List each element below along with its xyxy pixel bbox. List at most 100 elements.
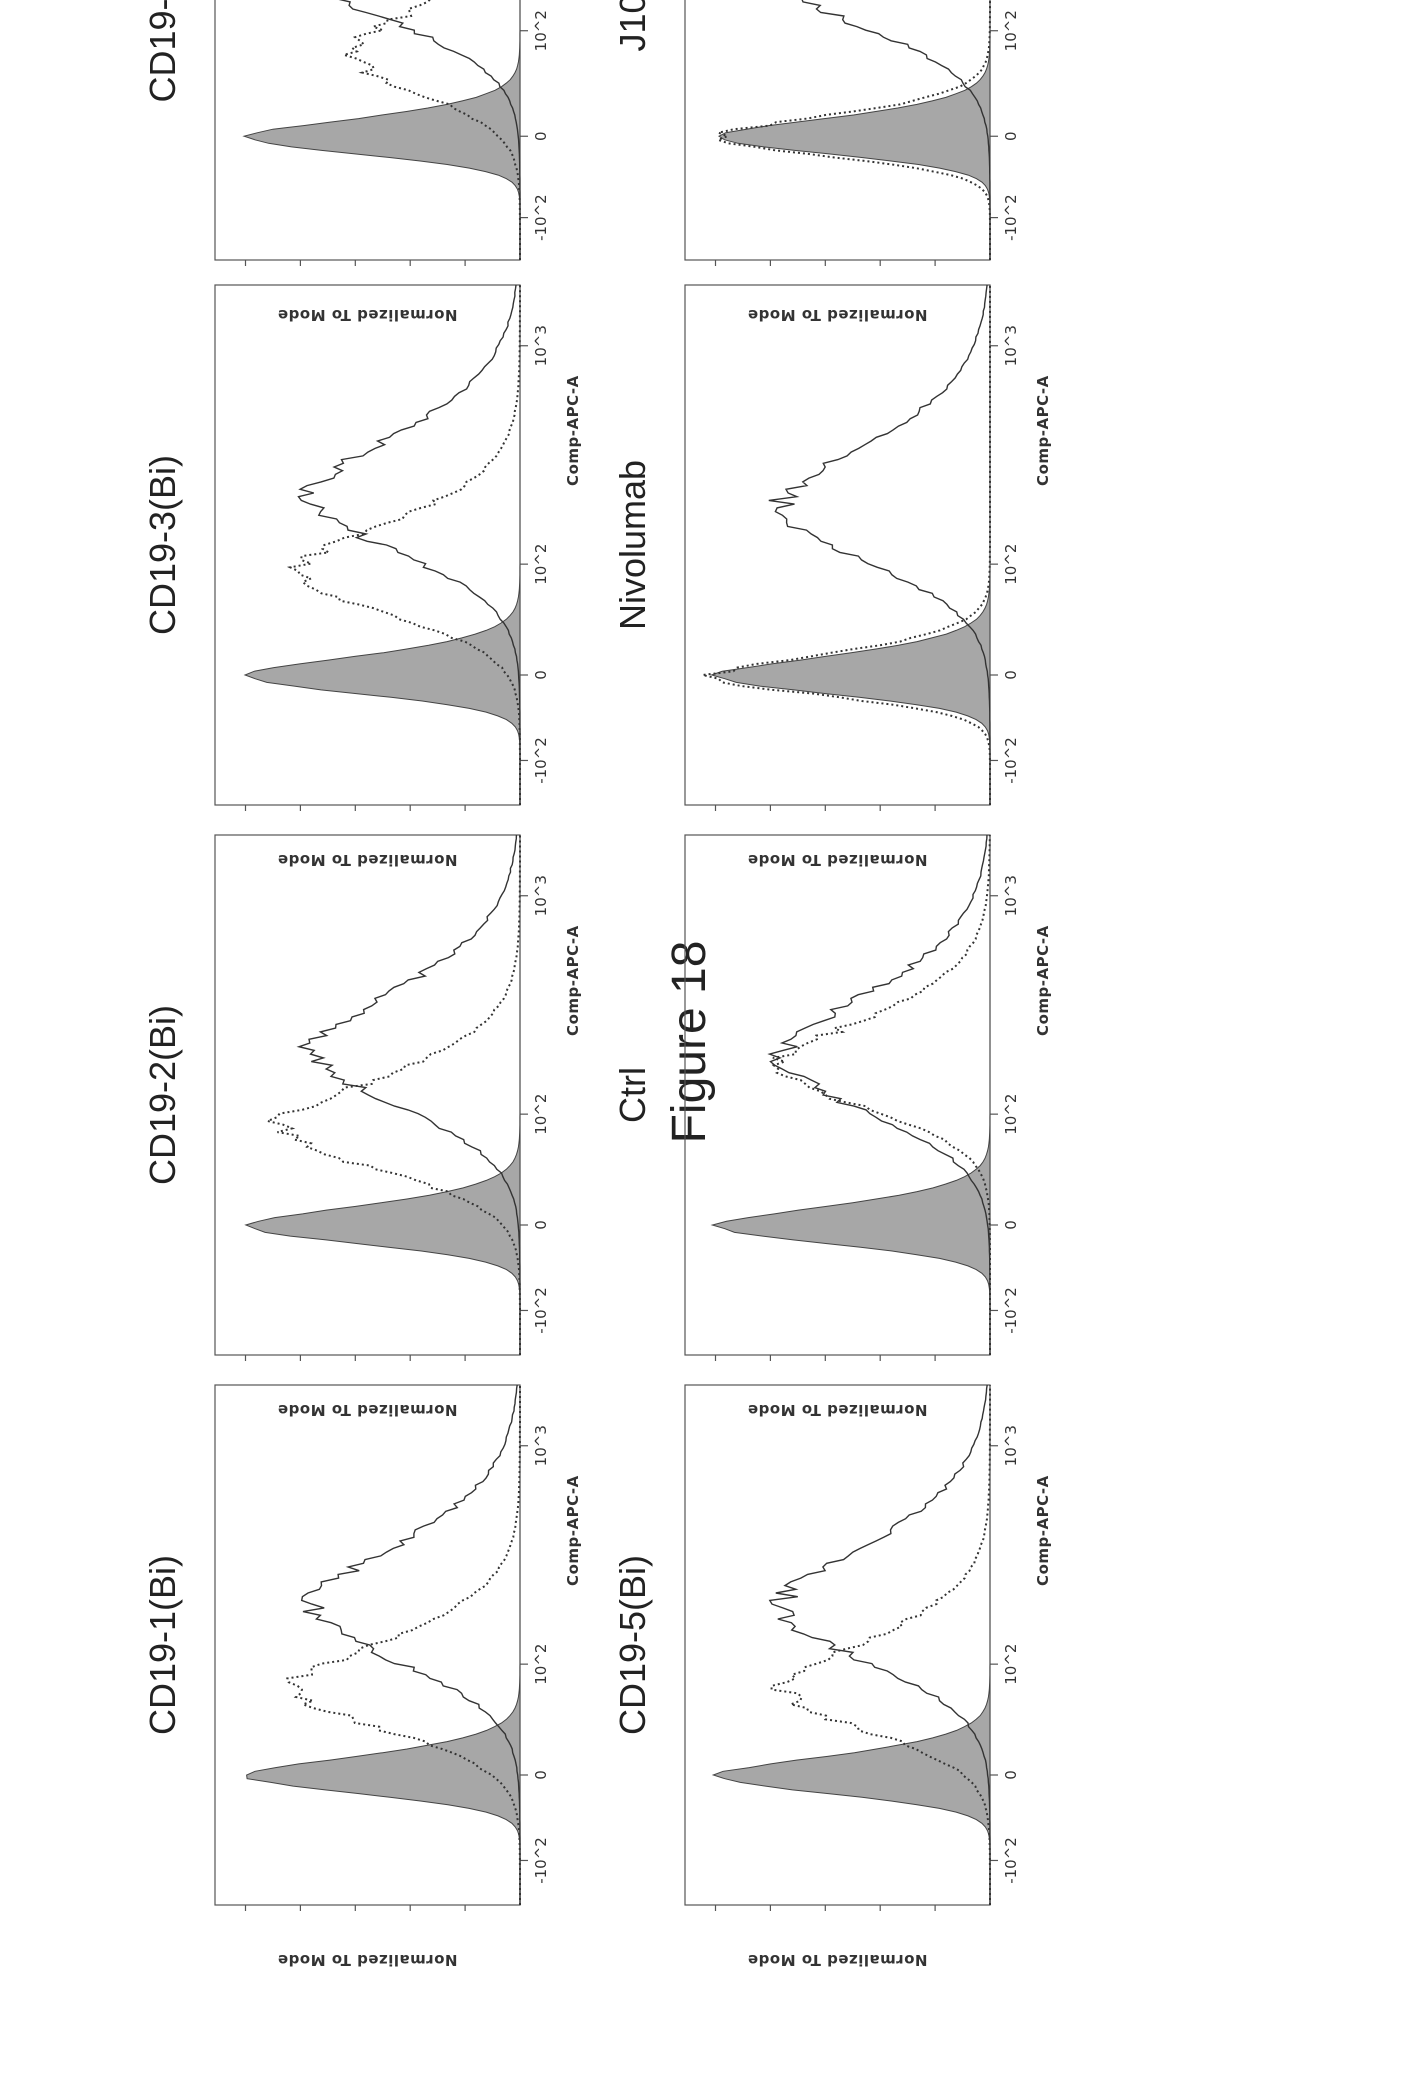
x-tick-label: 0: [532, 1770, 550, 1780]
series-dotted: [285, 1385, 521, 1905]
x-tick-label-group: 10^3: [532, 875, 550, 916]
figure-title-group: Figure 18: [663, 941, 716, 1144]
x-axis-label-group: Comp-APC-A: [1034, 925, 1052, 1036]
x-tick-label-group: 10^2: [532, 1094, 550, 1135]
x-tick-label-group: 10^3: [1002, 875, 1020, 916]
panels: CD19-1(Bi) Comp-APC-A Normalized To Mode -1…: [142, 0, 1052, 1969]
x-tick-label-group: 0: [532, 1770, 550, 1780]
series-dotted: [286, 285, 521, 805]
x-tick-label-group: -10^2: [532, 1837, 550, 1884]
y-axis-label-group: Normalized To Mode: [277, 1951, 457, 1969]
panel-cd19-2-bi: CD19-2(Bi) Comp-APC-A Normalized To Mode -1…: [142, 834, 582, 1419]
y-axis-label-group: Normalized To Mode: [747, 306, 927, 324]
x-axis-label: Comp-APC-A: [1034, 925, 1052, 1036]
x-tick-label: 10^2: [1002, 1644, 1020, 1685]
x-tick-label-group: -10^2: [1002, 737, 1020, 784]
x-tick-label: -10^2: [532, 1837, 550, 1884]
x-tick-label-group: -10^2: [1002, 1837, 1020, 1884]
series-solid: [300, 1384, 521, 1905]
y-axis-label: Normalized To Mode: [747, 1401, 927, 1419]
series-solid: [297, 0, 521, 260]
series-solid: [772, 0, 991, 260]
x-tick-label-group: 10^3: [532, 325, 550, 366]
x-tick-label: 0: [1002, 670, 1020, 680]
x-tick-label-group: 0: [1002, 670, 1020, 680]
x-tick-label: -10^2: [1002, 194, 1020, 241]
x-tick-label: 10^3: [532, 875, 550, 916]
series-solid: [296, 834, 521, 1355]
x-axis-label: Comp-APC-A: [564, 1475, 582, 1586]
plot-frame: [684, 284, 991, 806]
plot-frame: [684, 1384, 991, 1906]
plot-area: [214, 834, 528, 1361]
x-tick-label: 10^2: [1002, 10, 1020, 51]
y-axis-label: Normalized To Mode: [277, 1401, 457, 1419]
x-tick-label-group: 10^3: [1002, 1425, 1020, 1466]
x-tick-label: 0: [1002, 1770, 1020, 1780]
plot-frame: [214, 284, 521, 806]
panel-nivolumab: Nivolumab Comp-APC-A Normalized To Mode -10…: [612, 284, 1052, 869]
series-dotted: [264, 835, 521, 1355]
series-filled-gray: [709, 285, 991, 805]
x-tick-label: 10^3: [532, 325, 550, 366]
x-tick-label: 10^2: [532, 1644, 550, 1685]
x-tick-label: 0: [1002, 1220, 1020, 1230]
x-tick-label: 10^3: [532, 1425, 550, 1466]
series-solid: [767, 834, 991, 1355]
y-axis-label: Normalized To Mode: [277, 1951, 457, 1969]
series-dotted: [715, 0, 991, 260]
x-tick-label-group: 10^2: [532, 1644, 550, 1685]
plot-frame: [684, 834, 991, 1356]
x-tick-label: -10^2: [1002, 737, 1020, 784]
x-tick-label: 0: [1002, 131, 1020, 141]
x-tick-label-group: 10^2: [1002, 10, 1020, 51]
y-axis-label-group: Normalized To Mode: [747, 1951, 927, 1969]
x-tick-label-group: -10^2: [532, 737, 550, 784]
panel-title-group: Nivolumab: [612, 460, 653, 630]
x-tick-label: -10^2: [1002, 1837, 1020, 1884]
panel-title: CD19-2(Bi): [142, 1005, 183, 1185]
panel-title-group: CD19-1(Bi): [142, 1555, 183, 1735]
x-tick-label: 0: [532, 1220, 550, 1230]
x-tick-label: 0: [532, 670, 550, 680]
x-tick-label-group: 10^2: [532, 10, 550, 51]
y-axis-label: Normalized To Mode: [277, 306, 457, 324]
x-tick-label-group: -10^2: [532, 194, 550, 241]
panel-title-group: CD19-4(Bi): [142, 0, 183, 103]
y-axis-label: Normalized To Mode: [747, 1951, 927, 1969]
x-axis-label-group: Comp-APC-A: [564, 1475, 582, 1586]
x-tick-label-group: -10^2: [1002, 194, 1020, 241]
y-axis-label-group: Normalized To Mode: [747, 851, 927, 869]
x-tick-label-group: 0: [1002, 1770, 1020, 1780]
series-filled-gray: [242, 0, 521, 260]
series-filled-gray: [243, 285, 521, 805]
x-tick-label: -10^2: [532, 1287, 550, 1334]
series-solid: [768, 1384, 991, 1905]
x-tick-label: 10^3: [1002, 1425, 1020, 1466]
y-axis-label-group: Normalized To Mode: [277, 851, 457, 869]
panel-title-group: CD19-3(Bi): [142, 455, 183, 635]
panel-title: CD19-5(Bi): [612, 1555, 653, 1735]
x-tick-label: -10^2: [532, 194, 550, 241]
panel-title: CD19-4(Bi): [142, 0, 183, 103]
x-tick-label-group: 0: [1002, 1220, 1020, 1230]
x-axis-label-group: Comp-APC-A: [564, 925, 582, 1036]
x-axis-label: Comp-APC-A: [1034, 375, 1052, 486]
y-axis-label: Normalized To Mode: [747, 306, 927, 324]
series-filled-gray: [246, 1385, 521, 1905]
x-tick-label: 10^2: [1002, 544, 1020, 585]
panel-title: J105: [612, 0, 653, 52]
y-axis-label-group: Normalized To Mode: [747, 1401, 927, 1419]
x-axis-label: Comp-APC-A: [564, 375, 582, 486]
y-axis-label-group: Normalized To Mode: [277, 306, 457, 324]
series-filled-gray: [711, 1385, 991, 1905]
panel-cd19-1-bi: CD19-1(Bi) Comp-APC-A Normalized To Mode -1…: [142, 1384, 582, 1969]
panel-title-group: J105: [612, 0, 653, 52]
panel-cd19-3-bi: CD19-3(Bi) Comp-APC-A Normalized To Mode -1…: [142, 284, 582, 869]
x-tick-label-group: 10^2: [532, 544, 550, 585]
x-axis-label-group: Comp-APC-A: [1034, 375, 1052, 486]
plot-area: [214, 284, 528, 811]
series-dotted: [770, 1385, 991, 1905]
